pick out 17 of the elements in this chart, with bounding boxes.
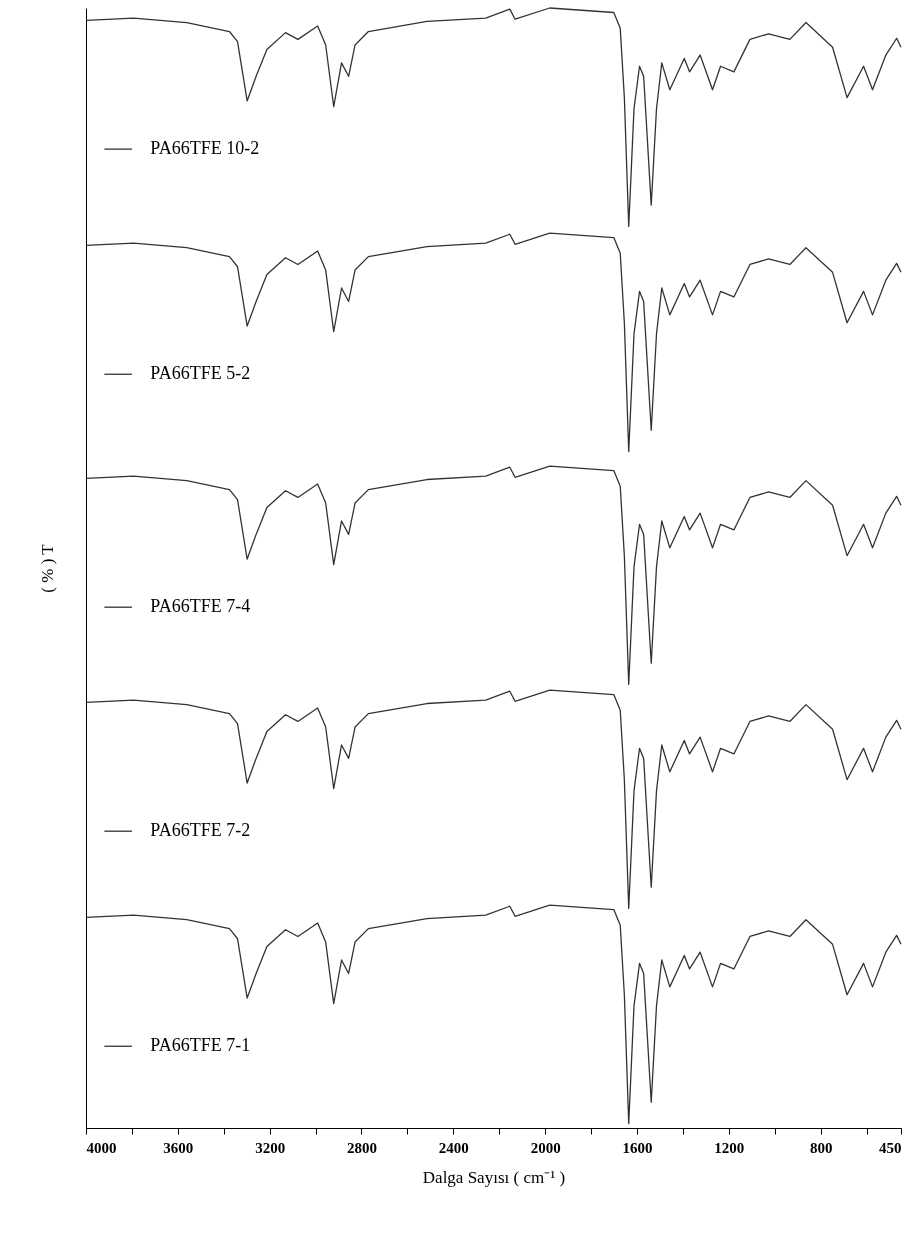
legend-label: PA66TFE 7-4 (150, 596, 251, 617)
legend-label: PA66TFE 7-1 (150, 1035, 251, 1056)
x-tick-label: 450 (879, 1139, 902, 1156)
x-tick-label: 1200 (714, 1139, 745, 1156)
legend-label: PA66TFE 5-2 (150, 363, 251, 384)
x-tick-label: 3600 (163, 1139, 194, 1156)
legend-label: PA66TFE 10-2 (150, 138, 260, 159)
x-tick-label: 2800 (346, 1139, 377, 1156)
x-tick-label: 800 (809, 1139, 833, 1156)
x-tick-label: 2400 (438, 1139, 469, 1156)
x-tick-label: 2000 (530, 1139, 561, 1156)
legend-label: PA66TFE 7-2 (150, 820, 251, 841)
y-axis-title: ( % ) T (37, 543, 57, 593)
x-axis-title: Dalga Sayısı ( cm⁻¹ ) (422, 1167, 566, 1187)
x-tick-label: 1600 (622, 1139, 653, 1156)
x-tick-label: 4000 (86, 1139, 117, 1156)
x-tick-label: 3200 (255, 1139, 286, 1156)
